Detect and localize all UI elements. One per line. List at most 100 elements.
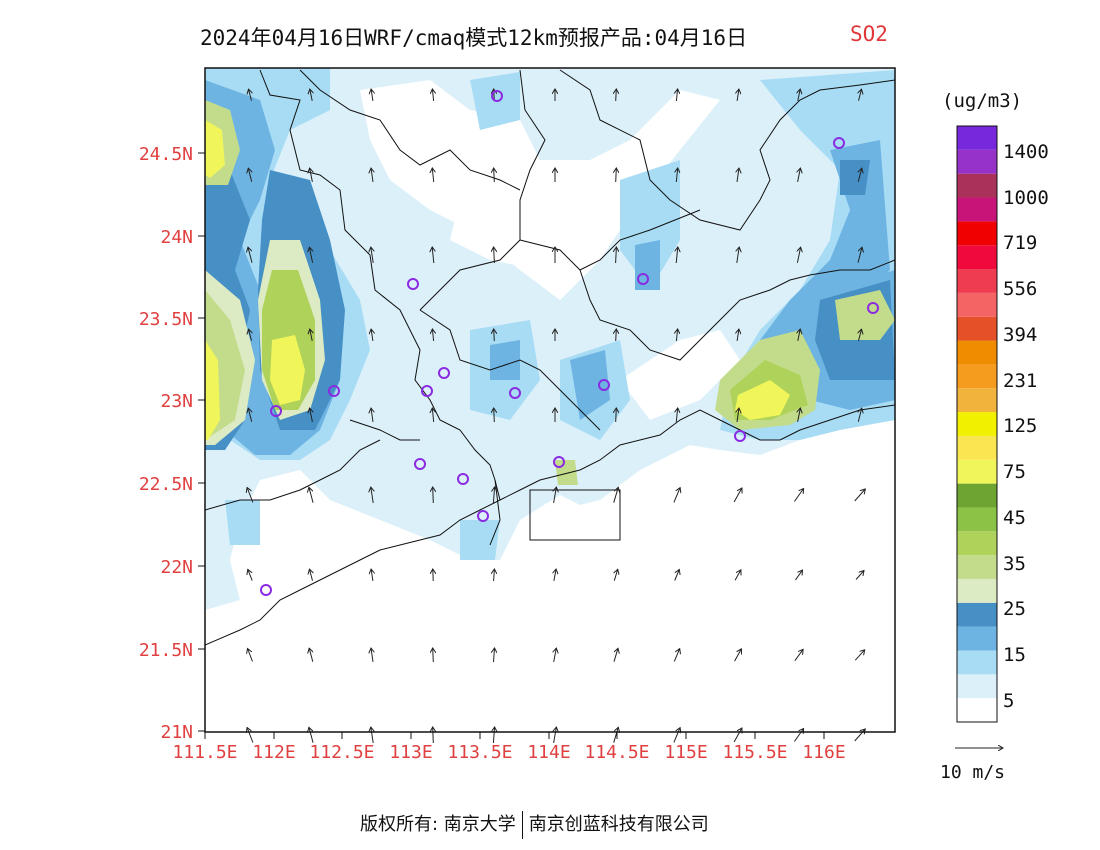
lat-tick-label: 23N [160, 391, 193, 412]
wind-arrow [249, 89, 252, 101]
colorbar-segment [957, 602, 997, 627]
wind-arrow [795, 570, 803, 581]
wind-arrow [798, 329, 800, 341]
wind-arrow [613, 727, 619, 743]
wind-arrow [733, 488, 742, 503]
copyright-owner: 版权所有: 南京大学 [360, 814, 516, 835]
lon-tick-label: 111.5E [172, 742, 237, 763]
wind-arrow [309, 648, 313, 662]
wind-reference-label: 10 m/s [940, 762, 1006, 783]
colorbar-segment [957, 340, 997, 365]
wind-arrow [371, 487, 373, 503]
copyright-company: 南京创蓝科技有限公司 [528, 814, 709, 835]
footer-divider [521, 811, 523, 839]
wind-arrow [371, 569, 373, 581]
boundaries [205, 69, 895, 646]
copyright-footer: 版权所有: 南京大学 南京创蓝科技有限公司 [360, 810, 709, 839]
legend-label: 5 [1003, 690, 1015, 712]
colorbar-segment [957, 292, 997, 317]
wind-arrow [616, 329, 617, 342]
colorbar-segment [957, 221, 997, 246]
legend-label: 231 [1003, 370, 1038, 392]
wind-arrow [793, 729, 803, 742]
wind-arrow [371, 89, 373, 101]
wind-arrow [310, 89, 312, 101]
wind-arrow [674, 570, 680, 581]
concentration-field [205, 68, 895, 732]
colorbar-segment [957, 173, 997, 198]
wind-arrow [371, 408, 373, 422]
wind-arrow [371, 727, 373, 743]
wind-arrow [432, 329, 433, 342]
wind-arrow [309, 727, 314, 743]
lon-tick-label: 114E [527, 742, 570, 763]
wind-arrow [494, 569, 495, 582]
wind-vectors [247, 89, 865, 744]
colorbar-segment [957, 245, 997, 270]
lon-tick-label: 114.5E [584, 742, 649, 763]
lon-tick-label: 116E [802, 742, 845, 763]
wind-arrow [433, 487, 434, 504]
wind-arrow [247, 488, 254, 503]
wind-arrow [676, 408, 677, 423]
wind-arrow [737, 408, 739, 422]
wind-arrow [554, 648, 557, 662]
wind-arrow [494, 408, 495, 423]
wind-arrow [248, 569, 253, 581]
title-row: 2024年04月16日WRF/cmaq模式12km预报产品:04月16日 SO2 [0, 22, 1100, 52]
wind-arrow [613, 487, 619, 503]
wind-arrow [616, 89, 617, 102]
legend-label: 1400 [1003, 141, 1049, 163]
wind-arrow [247, 728, 254, 743]
wind-arrow [673, 728, 680, 743]
wind-arrow [310, 329, 312, 341]
wind-arrow [371, 648, 373, 662]
chart-title: 2024年04月16日WRF/cmaq模式12km预报产品:04月16日 [200, 26, 748, 50]
colorbar [956, 125, 998, 723]
wind-arrow [737, 247, 739, 263]
lat-tick-label: 22.5N [139, 474, 193, 495]
legend-label: 394 [1003, 324, 1038, 346]
legend-label: 125 [1003, 415, 1038, 437]
wind-arrow [433, 727, 434, 744]
wind-arrow [554, 487, 557, 503]
monitoring-sites [260, 90, 879, 596]
colorbar-segment [957, 650, 997, 675]
colorbar-segment [957, 126, 997, 150]
colorbar-segment [957, 626, 997, 651]
legend-label: 1000 [1003, 187, 1049, 209]
wind-arrow [494, 648, 495, 663]
wind-arrow [309, 247, 312, 263]
wind-arrow [494, 168, 495, 183]
lat-tick-label: 24.5N [139, 144, 193, 165]
wind-arrow [371, 168, 373, 182]
wind-arrow [310, 168, 313, 182]
colorbar-segment [957, 531, 997, 556]
lon-tick-label: 112E [252, 742, 295, 763]
wind-arrow [613, 648, 618, 662]
species-label: SO2 [850, 22, 888, 46]
wind-arrow [249, 329, 252, 341]
colorbar-segment [957, 674, 997, 699]
wind-arrow [433, 648, 434, 663]
colorbar-segment [957, 698, 997, 722]
wind-arrow [858, 408, 861, 422]
lat-tick-label: 23.5N [139, 309, 193, 330]
wind-arrow [676, 329, 677, 342]
wind-arrow [616, 247, 617, 264]
wind-arrow [432, 247, 434, 264]
wind-arrow [616, 168, 617, 183]
colorbar-frame [956, 125, 998, 723]
wind-arrow [857, 247, 862, 263]
wind-arrow [248, 408, 251, 422]
lat-tick-label: 22N [160, 557, 193, 578]
wind-arrow [798, 408, 801, 422]
wind-arrow [793, 489, 803, 502]
colorbar-segment [957, 149, 997, 174]
wind-arrow [310, 408, 313, 422]
colorbar-segment [957, 578, 997, 603]
wind-arrow [432, 408, 433, 423]
wind-arrow [798, 168, 801, 182]
wind-arrow [309, 487, 314, 503]
